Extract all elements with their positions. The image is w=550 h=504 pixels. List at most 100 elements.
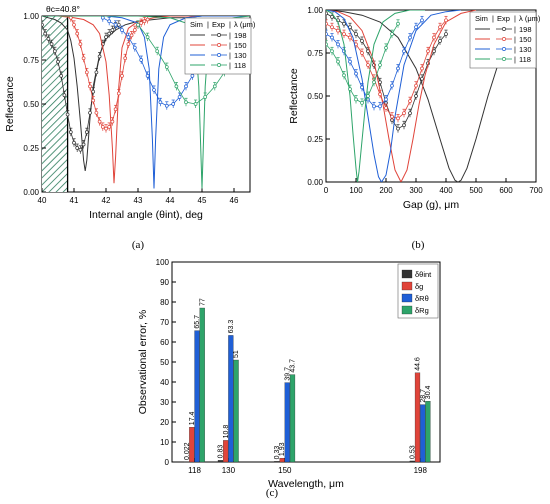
legend-header-lambda: λ (μm) [234,20,256,29]
exp-point-130 [354,71,358,76]
x-tick-label: 198 [414,466,428,475]
exp-point-118 [330,49,334,54]
data-label: 17.4 [189,411,196,425]
exp-point-198 [342,21,346,26]
legend-entry-130: 130 [234,51,247,60]
legend-sep: | [514,45,516,54]
legend-exp-marker [502,37,506,41]
x-axis-title: Internal angle (θint), deg [89,209,203,221]
exp-point-150 [438,25,442,30]
exp-point-118 [342,73,346,78]
exp-point-198 [88,110,92,115]
data-label: 39.7 [284,367,291,381]
exp-point-198 [438,39,442,43]
legend-sep: | [229,51,231,60]
exp-point-198 [75,146,80,150]
y-tick-label: 60 [160,338,169,347]
exp-point-198 [104,35,108,39]
y-tick-label: 100 [156,258,170,267]
exp-point-198 [81,142,86,147]
x-tick-label: 43 [134,196,143,205]
exp-point-150 [336,28,340,33]
exp-point-198 [97,54,102,59]
legend-exp-marker [217,33,221,37]
exp-point-130 [348,59,352,64]
x-tick-label: 40 [38,196,47,205]
legend-entry-118: 118 [519,55,531,64]
data-label: 44.6 [415,357,422,371]
exp-point-118 [155,49,160,54]
y-tick-label: 1.00 [307,6,323,15]
y-tick-label: 0.25 [307,135,323,144]
legend-entry: δRθ [415,294,429,303]
exp-point-150 [384,106,388,110]
exp-point-118 [366,94,370,98]
exp-point-150 [123,56,128,61]
exp-point-150 [360,51,364,55]
exp-point-130 [113,22,118,27]
exp-point-198 [72,140,76,145]
bar-δθint-198 [409,460,415,463]
exp-point-118 [360,101,364,105]
exp-point-118 [390,32,394,36]
legend-entry: δθint [415,270,432,279]
exp-point-150 [408,99,412,104]
legend-header-lambda: λ (μm) [519,14,541,23]
bar-δRg-198 [425,401,431,463]
legend-exp-marker [217,53,221,57]
y-axis-title: Observational error, % [137,310,149,414]
bar-δRθ-130 [228,335,234,463]
exp-point-130 [177,95,182,99]
data-label: 65.7 [194,315,201,329]
exp-point-130 [414,25,418,30]
x-tick-label: 150 [278,466,292,475]
exp-point-130 [384,97,388,102]
exp-point-198 [52,49,57,54]
exp-point-118 [174,84,179,89]
x-tick-label: 130 [222,466,236,475]
data-label: 1.93 [279,442,286,456]
exp-point-130 [372,104,376,109]
exp-point-118 [136,22,140,27]
y-tick-label: 0.25 [23,144,39,153]
exp-point-150 [68,16,73,20]
exp-point-130 [139,58,144,62]
y-tick-label: 0.50 [307,92,323,101]
exp-point-150 [139,21,144,25]
exp-point-198 [46,37,51,41]
x-tick-label: 0 [324,186,329,195]
panel-label-b: (b) [412,239,425,251]
exp-point-130 [126,35,131,39]
exp-point-198 [49,42,54,47]
exp-point-198 [59,73,64,78]
y-tick-label: 1.00 [23,12,39,21]
legend-sep: | [229,20,231,29]
exp-point-150 [326,21,328,26]
y-tick-label: 80 [160,298,169,307]
legend-sep: | [514,25,516,34]
x-tick-label: 41 [70,196,79,205]
x-tick-label: 300 [409,186,423,195]
exp-point-198 [78,147,83,152]
legend-entry-198: 198 [234,31,247,40]
exp-point-130 [145,73,150,78]
data-label: 30.4 [425,385,432,399]
exp-point-198 [330,15,334,19]
exp-point-150 [78,42,83,47]
exp-point-198 [354,32,358,36]
exp-point-118 [164,65,169,69]
exp-point-130 [100,16,105,20]
bar-δθint-150 [274,461,280,463]
exp-point-198 [62,93,67,98]
bar-δg-198 [414,372,421,463]
exp-point-198 [107,31,112,36]
exp-point-130 [190,73,195,78]
exp-point-150 [432,35,436,40]
exp-point-150 [116,91,121,96]
legend-sep: | [514,35,516,44]
data-label: 43.7 [290,359,297,373]
legend-entry: δRg [415,306,429,315]
y-tick-label: 20 [160,418,169,427]
exp-point-150 [342,32,346,36]
